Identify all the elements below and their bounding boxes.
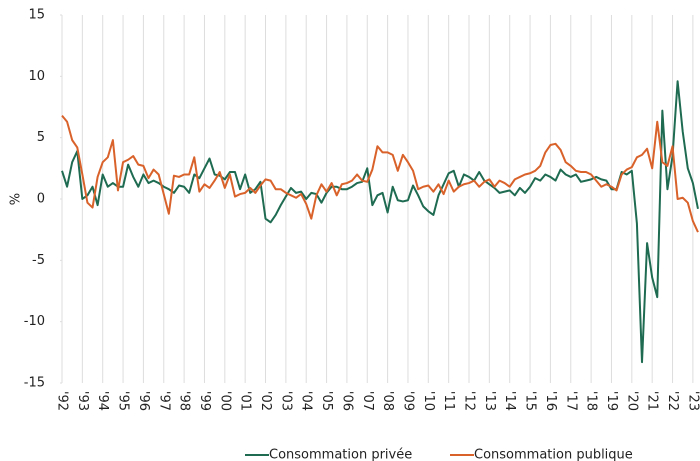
x-tick-label: '03 — [278, 391, 293, 411]
x-tick-label: '09 — [400, 391, 415, 411]
y-tick-label: -15 — [24, 376, 45, 391]
x-tick-label: '99 — [197, 391, 212, 411]
x-tick-label: '10 — [421, 391, 436, 411]
x-tick-label: '95 — [116, 391, 131, 411]
x-tick-label: '21 — [645, 391, 660, 411]
x-tick-label: '98 — [177, 391, 192, 411]
y-tick-label: 10 — [28, 69, 45, 84]
x-tick-label: '94 — [95, 391, 110, 411]
x-tick-label: '05 — [319, 391, 334, 411]
y-tick-label: -10 — [24, 314, 45, 329]
y-tick-label: 5 — [37, 130, 45, 145]
x-tick-label: '17 — [563, 391, 578, 411]
x-tick-label: '97 — [156, 391, 171, 411]
x-tick-label: '11 — [441, 391, 456, 411]
y-tick-label: -5 — [32, 253, 45, 268]
x-tick-label: '06 — [339, 391, 354, 411]
x-tick-label: '92 — [55, 391, 70, 411]
x-tick-label: '01 — [238, 391, 253, 411]
x-tick-label: '93 — [75, 391, 90, 411]
y-tick-label: 0 — [37, 192, 45, 207]
series-line — [61, 114, 699, 233]
x-tick-label: '02 — [258, 391, 273, 411]
legend-label: Consommation privée — [269, 448, 412, 461]
x-tick-label: '08 — [380, 391, 395, 411]
x-tick-label: '19 — [604, 391, 619, 411]
x-tick-label: '96 — [136, 391, 151, 411]
y-tick-label: 15 — [28, 8, 45, 23]
x-tick-label: '00 — [217, 391, 232, 411]
x-tick-label: '04 — [299, 391, 314, 411]
legend-label: Consommation publique — [474, 448, 633, 461]
x-tick-label: '13 — [482, 391, 497, 411]
x-tick-label: '12 — [462, 391, 477, 411]
series-line — [61, 80, 699, 364]
x-tick-label: '23 — [685, 391, 700, 411]
x-tick-label: '14 — [502, 391, 517, 411]
x-tick-label: '16 — [543, 391, 558, 411]
y-axis-label: % — [9, 193, 24, 205]
x-tick-label: '07 — [360, 391, 375, 411]
x-tick-label: '15 — [523, 391, 538, 411]
x-tick-label: '22 — [665, 391, 680, 411]
x-tick-label: '18 — [584, 391, 599, 411]
x-tick-label: '20 — [624, 391, 639, 411]
